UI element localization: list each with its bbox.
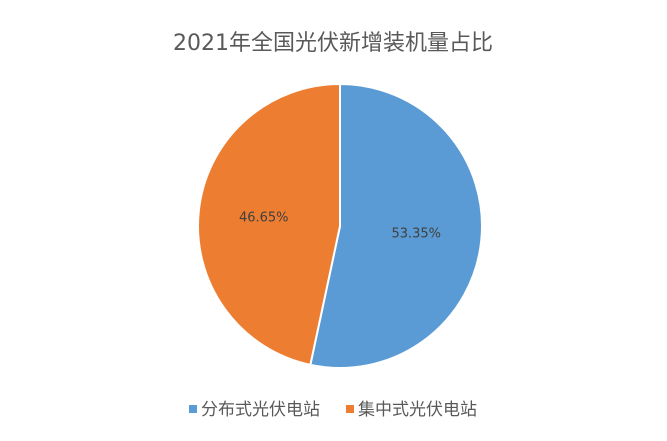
legend-label: 分布式光伏电站 [201,400,320,420]
legend-swatch [346,405,354,413]
data-label: 46.65% [239,210,289,225]
chart-title: 2021年全国光伏新增装机量占比 [173,31,493,56]
data-label: 53.35% [391,227,441,242]
pie-slice [309,82,483,369]
legend-label: 集中式光伏电站 [358,400,477,420]
legend: 分布式光伏电站 集中式光伏电站 [189,400,477,420]
pie-slice [197,82,341,367]
legend-swatch [189,405,197,413]
